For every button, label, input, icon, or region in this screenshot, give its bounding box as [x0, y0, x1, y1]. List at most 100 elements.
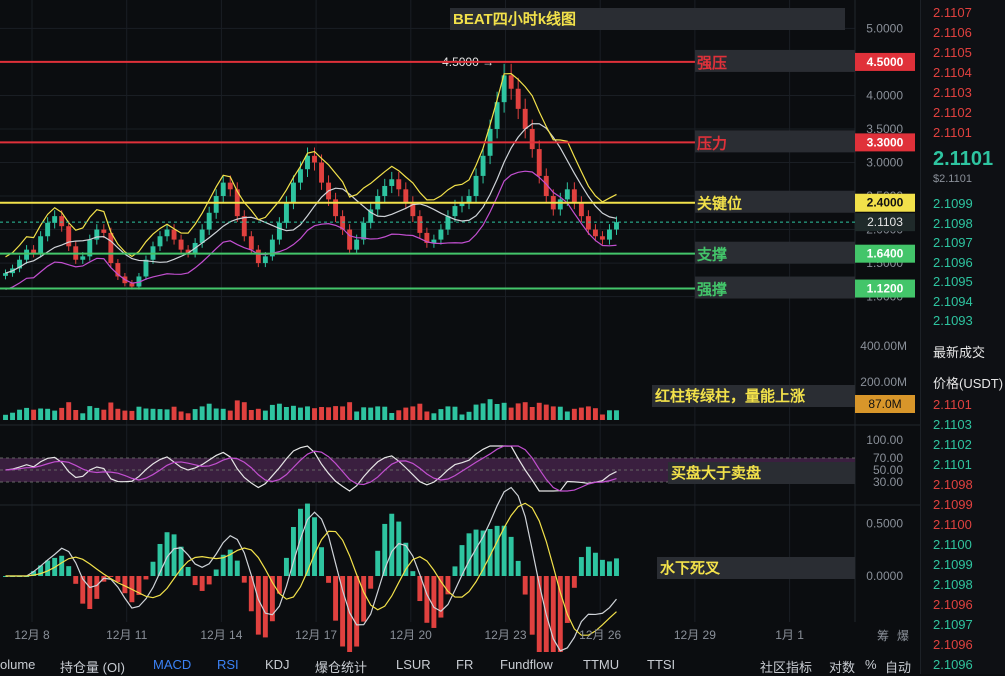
candle-body	[445, 216, 451, 230]
macd-histogram-bar	[515, 560, 521, 576]
volume-bar	[396, 410, 402, 420]
macd-histogram-bar	[354, 576, 360, 647]
macd-histogram-bar	[361, 576, 367, 622]
indicator-tab[interactable]: TTSI	[647, 657, 676, 672]
candle-body	[452, 206, 458, 217]
macd-histogram-bar	[312, 517, 317, 576]
volume-bar	[550, 406, 556, 420]
volume-bar	[199, 406, 205, 420]
indicator-tab[interactable]: KDJ	[265, 657, 290, 672]
chart-area[interactable]: 5.00004.50004.00003.50003.00002.50002.00…	[0, 0, 920, 652]
indicator-tab[interactable]: MACD	[153, 657, 192, 672]
bid-price: 2.1095	[933, 274, 973, 289]
volume-bar	[382, 406, 388, 420]
indicator-tab[interactable]: LSUR	[396, 657, 431, 672]
chart-option[interactable]: 社区指标	[760, 660, 813, 675]
volume-bar	[108, 402, 114, 420]
macd-histogram-bar	[136, 576, 142, 595]
macd-tick-label: 0.5000	[866, 517, 903, 531]
indicator-tab[interactable]: 爆仓统计	[315, 660, 368, 675]
volume-bar	[515, 403, 521, 420]
candle-body	[241, 216, 247, 237]
level-label: 支撑	[696, 246, 727, 264]
indicator-tab[interactable]: FR	[456, 657, 474, 672]
macd-histogram-bar	[87, 576, 93, 609]
level-price-value: 2.4000	[867, 196, 904, 210]
indicator-tab[interactable]: 持仓量 (OI)	[60, 660, 125, 675]
bid-price: 2.1098	[933, 215, 973, 231]
macd-histogram-bar	[599, 559, 605, 576]
trade-price: 2.1098	[933, 477, 973, 492]
bid-price: 2.1096	[933, 254, 973, 270]
volume-bar	[3, 414, 8, 420]
macd-histogram-bar	[382, 523, 388, 576]
trade-price: 2.1098	[933, 577, 973, 592]
macd-histogram-bar	[150, 561, 156, 576]
trade-price: 2.1103	[933, 417, 972, 432]
volume-bar	[241, 402, 247, 420]
volume-bar	[501, 402, 507, 420]
macd-histogram-bar	[80, 576, 86, 604]
macd-histogram-bar	[438, 576, 444, 618]
indicator-tab[interactable]: olume	[0, 657, 36, 672]
macd-histogram-bar	[73, 576, 79, 584]
candle-body	[333, 199, 339, 217]
macd-histogram-bar	[487, 529, 493, 576]
macd-histogram-bar	[557, 576, 563, 652]
macd-note-bg	[657, 557, 855, 579]
macd-histogram-bar	[529, 576, 535, 635]
macd-histogram-bar	[305, 503, 310, 576]
candle-body	[94, 229, 100, 240]
candle-body	[417, 216, 423, 233]
x-tick-label: 12月 23	[484, 628, 526, 642]
trade-price: 2.1096	[933, 657, 973, 672]
ask-price: 2.1102	[933, 105, 972, 120]
candle-body	[206, 212, 212, 230]
candle-body	[494, 102, 500, 129]
candle-body	[143, 259, 149, 277]
volume-bar	[136, 406, 142, 420]
candle-body	[101, 229, 107, 233]
macd-tick-label: 0.0000	[866, 569, 903, 583]
candle-body	[403, 189, 409, 203]
rsi-tick-label: 70.00	[873, 451, 903, 465]
corner-tool: 爆	[897, 629, 909, 643]
trade-price: 2.1097	[933, 617, 973, 632]
macd-histogram-bar	[480, 530, 486, 576]
level-price-tag	[855, 244, 915, 263]
chart-option[interactable]: %	[865, 657, 877, 672]
x-tick-label: 12月 26	[579, 628, 621, 642]
chart-option[interactable]: 对数	[829, 660, 856, 675]
volume-bar	[283, 407, 289, 420]
volume-bar	[592, 408, 598, 420]
macd-histogram-bar	[66, 566, 72, 576]
volume-bar	[206, 403, 212, 420]
chart-option[interactable]: 自动	[885, 660, 912, 675]
volume-bar	[536, 402, 542, 420]
indicator-tab[interactable]: Fundflow	[500, 657, 553, 672]
volume-note-bg	[652, 385, 855, 407]
volume-bar	[480, 403, 486, 420]
candle-body	[298, 169, 303, 183]
level-price-value: 3.3000	[867, 135, 904, 149]
candle-body	[361, 222, 367, 240]
volume-bar	[614, 410, 619, 420]
indicator-toolbar: olume 持仓量 (OI) MACD RSI KDJ 爆仓统计 LSUR FR Fundflo…	[0, 652, 920, 675]
volume-bar	[319, 407, 324, 420]
rsi-tick-label: 30.00	[873, 475, 903, 489]
macd-histogram-bar	[290, 526, 296, 576]
candle-body	[557, 199, 563, 210]
candle-body	[543, 175, 549, 197]
volume-bar	[94, 407, 100, 420]
candle-body	[410, 202, 416, 217]
volume-bar	[290, 405, 296, 420]
volume-bar	[234, 400, 240, 420]
volume-bar	[403, 407, 409, 420]
macd-note: 水下死叉	[660, 559, 721, 577]
volume-bar	[543, 404, 549, 420]
x-tick-label: 12月 11	[106, 628, 147, 642]
volume-bar	[178, 411, 184, 420]
volume-bar	[17, 409, 23, 420]
indicator-tab[interactable]: TTMU	[583, 657, 620, 672]
indicator-tab[interactable]: RSI	[217, 657, 239, 672]
